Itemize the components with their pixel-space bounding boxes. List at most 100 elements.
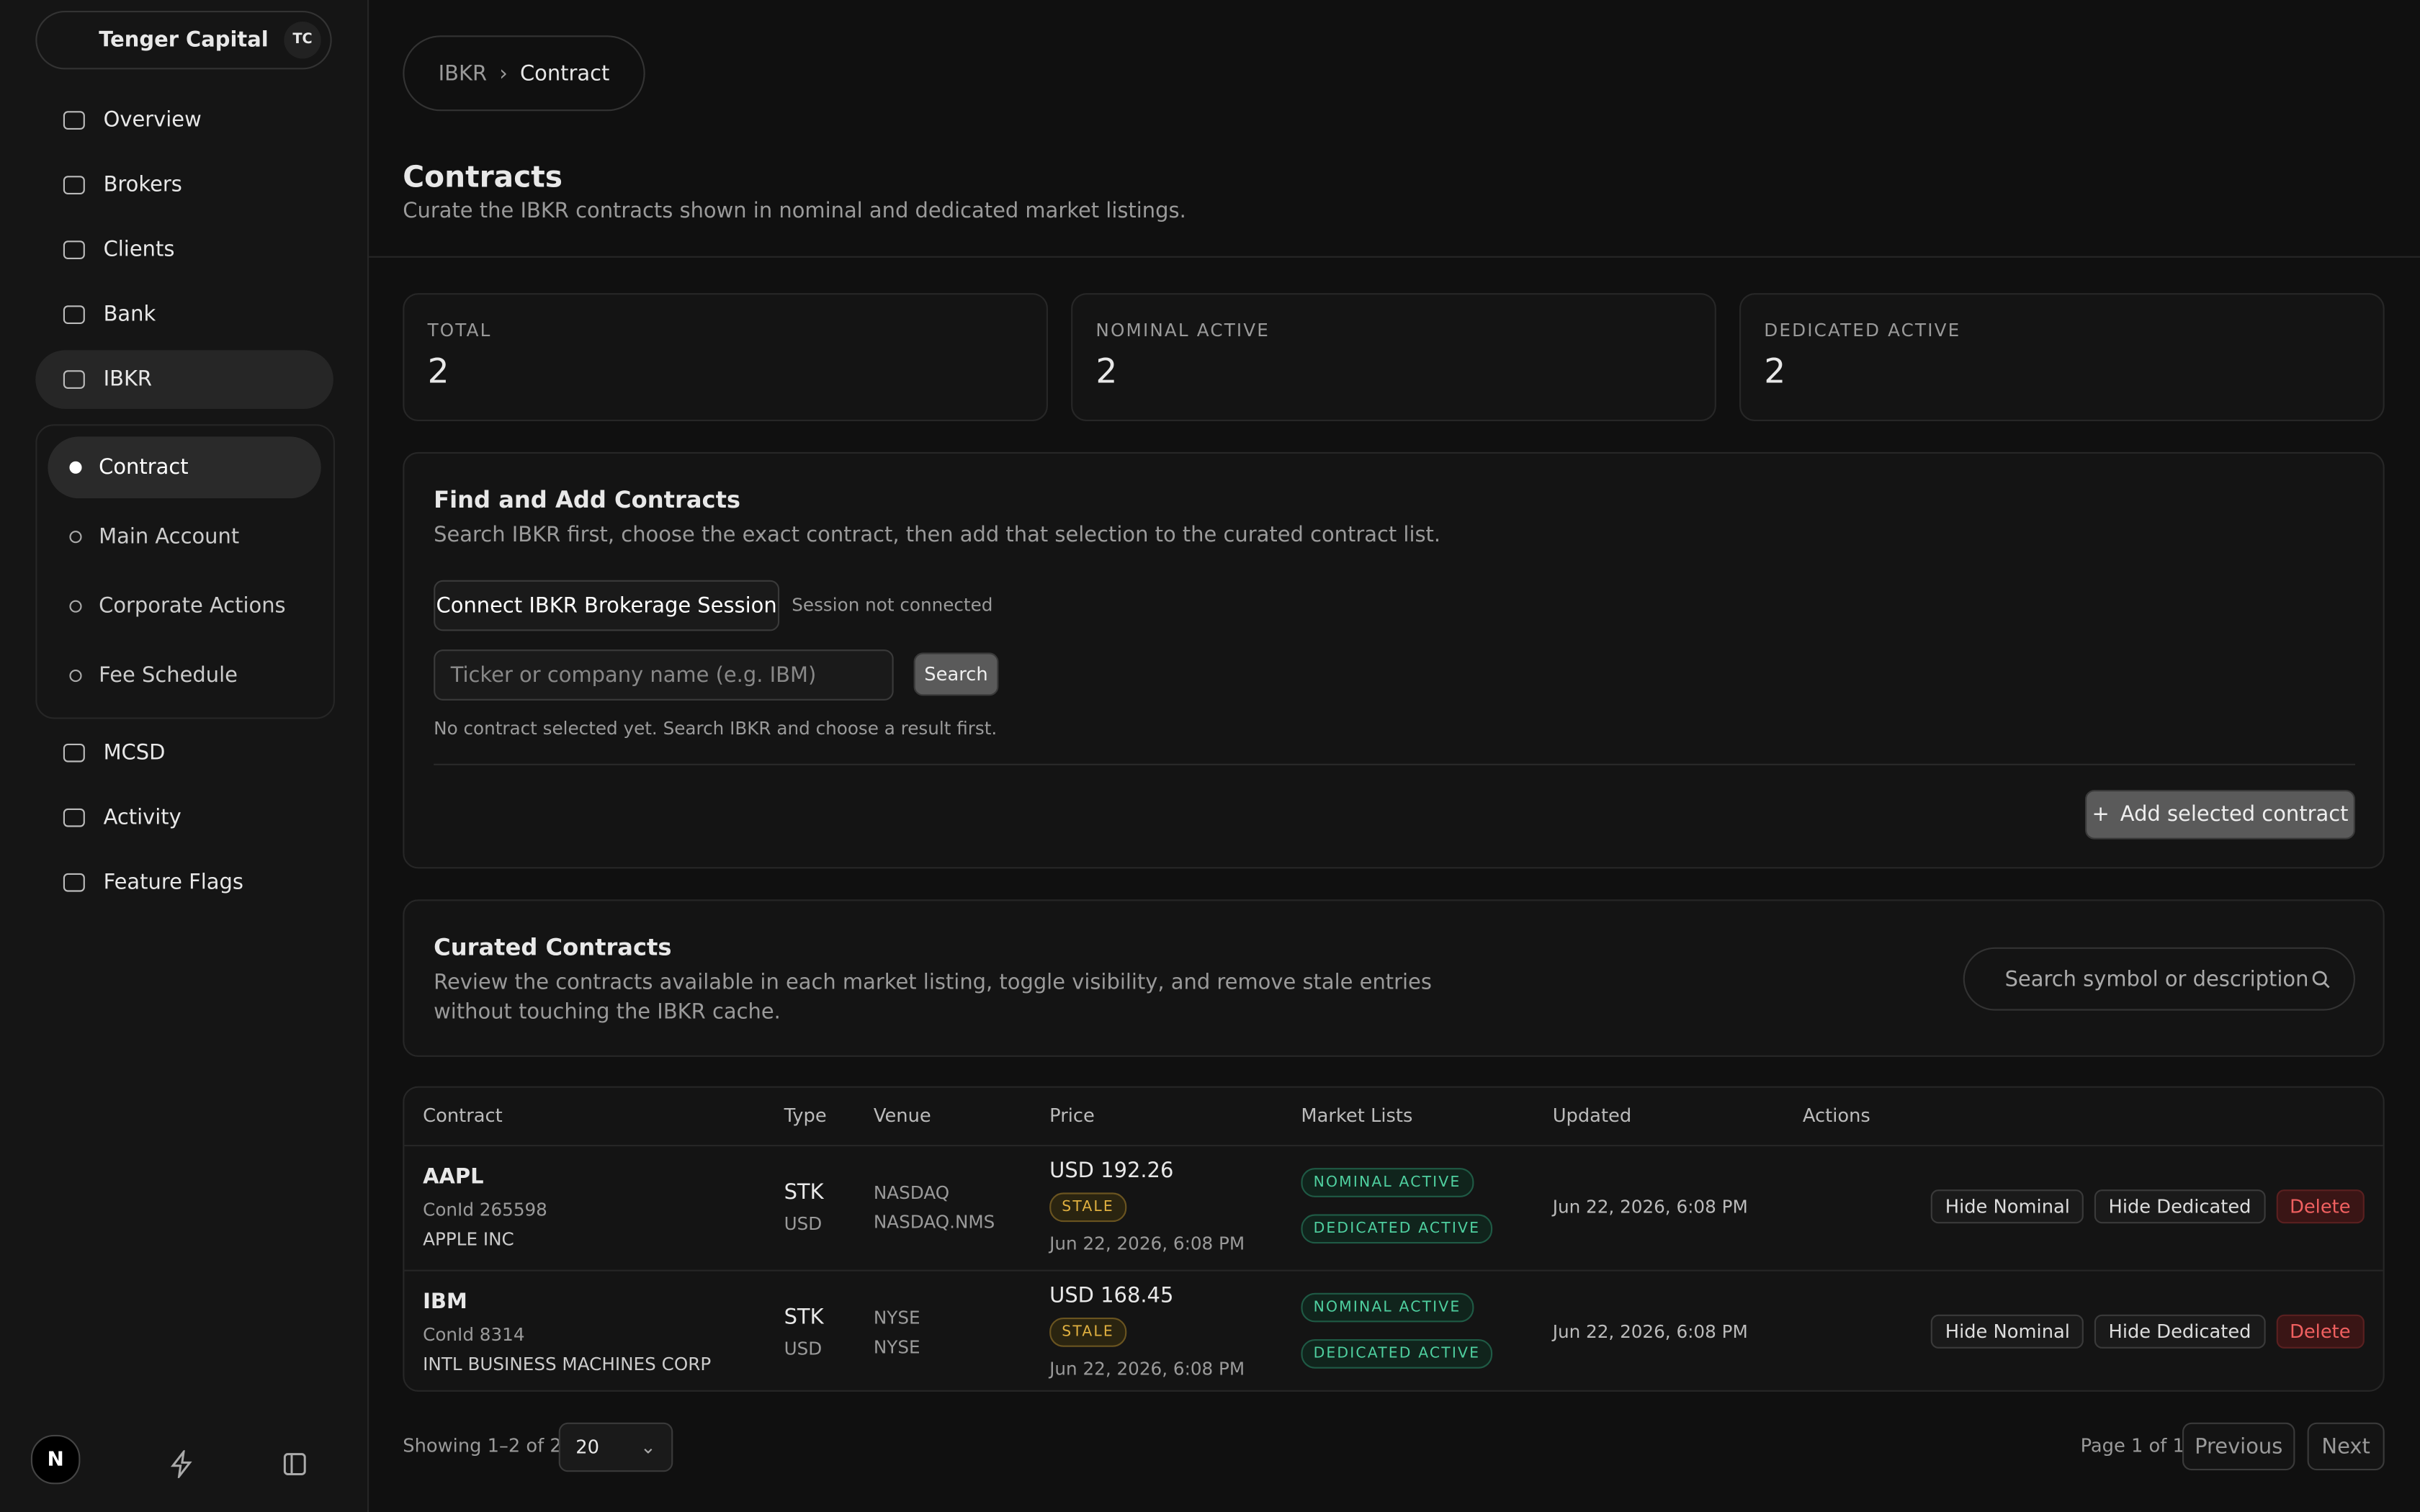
chevron: ⌄ <box>640 1436 656 1458</box>
nav-item[interactable]: Activity <box>35 788 333 847</box>
nav-icon <box>63 873 85 892</box>
curated-search[interactable]: Search symbol or description <box>1963 947 2355 1011</box>
curated-card: Curated Contracts Review the contracts a… <box>403 899 2385 1057</box>
subnav-dot <box>69 600 82 613</box>
page-subtitle: Curate the IBKR contracts shown in nomin… <box>403 199 1186 224</box>
nav-icon <box>63 808 85 827</box>
divider <box>369 256 2420 258</box>
showing: Showing 1–2 of 2 <box>403 1434 562 1457</box>
nav-item[interactable]: Overview <box>35 91 333 149</box>
column-header: Updated <box>1552 1104 1632 1127</box>
search-input[interactable]: Ticker or company name (e.g. IBM) <box>434 649 894 701</box>
action-button[interactable]: Hide Dedicated <box>2094 1314 2265 1349</box>
add-button[interactable]: + Add selected contract <box>2085 790 2355 840</box>
nav-item[interactable]: Bank <box>35 285 333 343</box>
stat-value: 2 <box>1764 353 1786 392</box>
action-button[interactable]: Hide Dedicated <box>2094 1189 2265 1224</box>
column-header: Type <box>784 1104 827 1127</box>
subnav-item[interactable]: Fee Schedule <box>48 645 321 707</box>
nav-item[interactable]: Clients <box>35 220 333 279</box>
card-title: Curated Contracts <box>434 933 672 961</box>
list-badge: NOMINAL ACTIVE <box>1301 1168 1474 1197</box>
price-time: Jun 22, 2026, 6:08 PM <box>1049 1357 1245 1380</box>
dev-badge[interactable]: N <box>30 1434 81 1485</box>
breadcrumb-sep: › <box>499 60 508 86</box>
column-header: Price <box>1049 1104 1095 1127</box>
venue-detail: NYSE <box>873 1336 920 1358</box>
previous-button[interactable]: Previous <box>2182 1422 2295 1471</box>
list-status: DEDICATED ACTIVE <box>1301 1214 1493 1244</box>
connect-button[interactable]: Connect IBKR Brokerage Session <box>434 580 780 631</box>
subnav-dot <box>69 461 82 474</box>
action-button[interactable]: Hide Nominal <box>1931 1314 2084 1349</box>
nav-label: Brokers <box>103 173 182 198</box>
add-label: Add selected contract <box>2120 802 2349 827</box>
symbol: AAPL <box>423 1164 484 1190</box>
subnav-label: Main Account <box>99 524 240 549</box>
collapse-icon[interactable] <box>282 1452 307 1476</box>
stat-label: TOTAL <box>427 319 492 341</box>
subnav-dot <box>69 670 82 683</box>
sec-type: STK <box>784 1180 824 1205</box>
nav-label: Overview <box>103 108 202 133</box>
stat-card: TOTAL 2 <box>403 293 1048 421</box>
nav-label: Feature Flags <box>103 870 243 895</box>
next-button[interactable]: Next <box>2307 1422 2385 1471</box>
subnav-label: Fee Schedule <box>99 663 238 688</box>
subnav-label: Contract <box>99 455 189 480</box>
action-button[interactable]: Hide Nominal <box>1931 1189 2084 1224</box>
stat-card: NOMINAL ACTIVE 2 <box>1071 293 1716 421</box>
subnav-dot <box>69 531 82 544</box>
status: STALE <box>1049 1318 1127 1347</box>
company-name: INTL BUSINESS MACHINES CORP <box>423 1353 712 1375</box>
currency: USD <box>784 1337 823 1359</box>
updated: Jun 22, 2026, 6:08 PM <box>1552 1195 1748 1218</box>
page-title: Contracts <box>403 160 563 194</box>
stat-value: 2 <box>1095 353 1118 392</box>
price: USD 168.45 <box>1049 1283 1174 1309</box>
search-placeholder: Search symbol or description <box>2004 966 2309 991</box>
nav-item[interactable]: Brokers <box>35 156 333 214</box>
brand-name: Tenger Capital <box>99 27 269 53</box>
action-button[interactable]: Delete <box>2275 1189 2365 1224</box>
venue: NYSE <box>873 1307 920 1328</box>
breadcrumb: IBKR › Contract <box>403 35 645 112</box>
search-icon <box>2312 970 2330 988</box>
stat-label: DEDICATED ACTIVE <box>1764 319 1961 341</box>
card-description: Review the contracts available in each m… <box>434 970 1432 1025</box>
actions: Hide Nominal Hide Dedicated Delete <box>1920 1189 2365 1224</box>
breadcrumb-item[interactable]: IBKR <box>438 60 488 86</box>
session-status: Session not connected <box>792 594 993 616</box>
breadcrumb-current: Contract <box>519 60 610 86</box>
list-badge: DEDICATED ACTIVE <box>1301 1214 1493 1244</box>
nav-item[interactable]: Feature Flags <box>35 853 333 912</box>
currency: USD <box>784 1212 823 1235</box>
nav-icon <box>63 370 85 389</box>
table-row: AAPL ConId 265598 APPLE INC STK USD NASDAQ NAS… <box>404 1146 2383 1268</box>
search-button[interactable]: Search <box>913 652 999 696</box>
action-button[interactable]: Delete <box>2275 1314 2365 1349</box>
company-name: APPLE INC <box>423 1228 514 1250</box>
brand-switcher[interactable]: Tenger Capital TC <box>35 11 332 70</box>
nav-item[interactable]: MCSD <box>35 724 333 782</box>
subnav-item[interactable]: Corporate Actions <box>48 575 321 637</box>
nav-item[interactable]: IBKR <box>35 350 333 409</box>
sidebar: Tenger Capital TC N Overview Brokers Client… <box>0 0 369 1512</box>
subnav-item[interactable]: Main Account <box>48 506 321 568</box>
venue: NASDAQ <box>873 1182 950 1204</box>
card-title: Find and Add Contracts <box>434 486 741 514</box>
price-time: Jun 22, 2026, 6:08 PM <box>1049 1233 1245 1255</box>
nav-label: MCSD <box>103 740 166 765</box>
list-badge: DEDICATED ACTIVE <box>1301 1339 1493 1369</box>
status-badge: STALE <box>1049 1192 1127 1223</box>
stat-value: 2 <box>427 353 449 392</box>
plus-icon: + <box>2092 802 2110 827</box>
bolt-icon[interactable] <box>170 1450 194 1478</box>
nav-label: Activity <box>103 805 182 830</box>
nav-label: Bank <box>103 302 156 328</box>
page-size[interactable]: 20 ⌄ <box>558 1422 673 1472</box>
status: STALE <box>1049 1192 1127 1223</box>
subnav-item[interactable]: Contract <box>48 436 321 499</box>
hint: No contract selected yet. Search IBKR an… <box>434 717 998 739</box>
